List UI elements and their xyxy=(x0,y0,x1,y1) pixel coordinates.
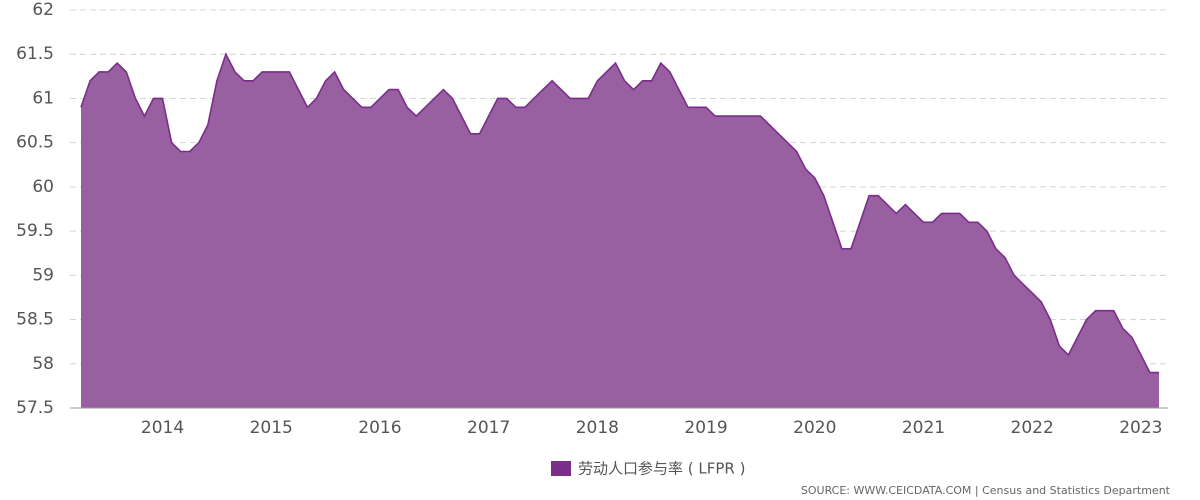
y-tick-label: 59 xyxy=(32,265,54,285)
x-tick-label: 2018 xyxy=(576,418,619,438)
line xyxy=(80,52,1159,374)
x-tick-label: 2014 xyxy=(141,418,184,438)
y-tick-label: 61.5 xyxy=(16,44,54,64)
x-tick-label: 2017 xyxy=(467,418,510,438)
y-tick-label: 61 xyxy=(32,88,54,108)
x-tick-label: 2022 xyxy=(1011,418,1054,438)
x-tick-label: 2020 xyxy=(793,418,836,438)
x-tick-label: 2015 xyxy=(250,418,293,438)
source-note: SOURCE: WWW.CEICDATA.COM | Census and St… xyxy=(801,484,1171,497)
x-tick-label: 2019 xyxy=(684,418,727,438)
y-tick-label: 58.5 xyxy=(16,310,54,330)
x-tick-label: 2021 xyxy=(902,418,945,438)
area xyxy=(81,54,1159,408)
legend-label: 劳动人口参与率 ( LFPR ) xyxy=(578,460,745,478)
y-tick-label: 62 xyxy=(32,0,54,20)
x-tick-label: 2016 xyxy=(358,418,401,438)
y-tick-label: 58 xyxy=(32,354,54,374)
y-tick-label: 59.5 xyxy=(16,221,54,241)
y-tick-label: 57.5 xyxy=(16,398,54,418)
legend-swatch xyxy=(551,461,571,476)
x-tick-label: 2023 xyxy=(1119,418,1162,438)
y-tick-label: 60 xyxy=(32,177,54,197)
y-tick-label: 60.5 xyxy=(16,133,54,153)
